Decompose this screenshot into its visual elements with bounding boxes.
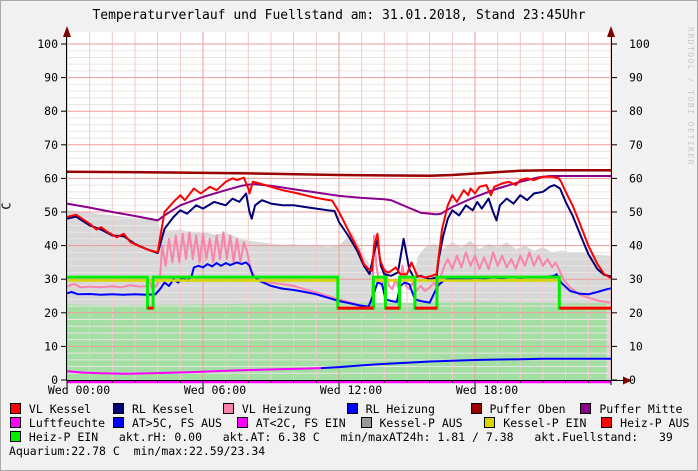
legend-row: Luftfeuchte AT>5C, FS AUS AT<2C, FS EIN … (9, 416, 697, 430)
chart-canvas: 0 0 10 10 20 20 30 30 40 40 50 50 60 60 70 70 80 80 90 90 10… (37, 26, 650, 397)
y-tick-label-right: 10 (629, 339, 643, 353)
legend-row: Aquarium:22.78 C min/max:22.59/23.34 (9, 444, 697, 458)
x-tick-label: Wed 06:00 (184, 383, 246, 397)
legend-swatch (10, 417, 21, 428)
legend-row: Heiz-P EIN akt.rH: 0.00 akt.AT: 6.38 C m… (9, 430, 697, 444)
y-tick-label-right: 40 (629, 239, 643, 253)
legend-swatch (484, 417, 496, 428)
legend-label: AT>5C, FS AUS (125, 416, 236, 430)
y-tick-label-left: 40 (44, 239, 58, 253)
legend-swatch (360, 417, 372, 428)
legend-label: Puffer Oben (482, 402, 580, 416)
legend-label: VL Kessel (22, 402, 113, 416)
legend-swatch (470, 403, 482, 414)
legend-label: AT<2C, FS EIN (248, 416, 360, 430)
y-tick-label-right: 20 (629, 306, 643, 320)
rrdtool-watermark: RRDTOOL / TOBI OETIKER (686, 27, 695, 166)
legend-label: Puffer Mitte (592, 402, 683, 416)
legend-swatch (346, 403, 358, 414)
legend-swatch (10, 431, 21, 442)
y-tick-label-right: 60 (629, 171, 643, 185)
legend-swatch (222, 403, 234, 414)
y-tick-label-left: 20 (44, 306, 58, 320)
series-at-fs-ein (66, 367, 321, 375)
legend-swatch (113, 417, 125, 428)
y-tick-label-left: 70 (44, 138, 58, 152)
y-tick-label-left: 10 (44, 339, 58, 353)
x-tick-label: Wed 00:00 (48, 383, 110, 397)
legend-row: VL Kessel RL Kessel VL Heizung RL Heizun… (9, 402, 697, 416)
series-at-fs-aus (320, 357, 611, 370)
legend-label: Kessel-P EIN (496, 416, 601, 430)
y-tick-label-right: 50 (629, 205, 643, 219)
series-vl-kessel (66, 175, 612, 280)
legend-label: RL Heizung (358, 402, 470, 416)
y-tick-label-left: 0 (51, 373, 58, 387)
y-tick-label-right: 80 (629, 104, 643, 118)
area-aquarium-area (67, 302, 607, 380)
y-tick-label-left: 90 (44, 71, 58, 85)
legend-swatch (580, 403, 592, 414)
axis-frame (61, 26, 632, 385)
legend-label: Heiz-P EIN akt.rH: 0.00 akt.AT: 6.38 C m… (22, 430, 673, 444)
series-puffer-oben (66, 169, 611, 177)
x-tick-label: Wed 18:00 (456, 383, 518, 397)
chart-title: Temperaturverlauf und Fuellstand am: 31.… (92, 8, 586, 23)
legend-swatch (236, 417, 248, 428)
y-tick-label-right: 100 (629, 37, 650, 51)
arrow-right-x (623, 376, 632, 385)
y-tick-label-right: 70 (629, 138, 643, 152)
legend-swatch (601, 417, 613, 428)
legend-swatch (10, 403, 21, 414)
y-tick-label-right: 90 (629, 71, 643, 85)
series-puffer-mitte (66, 175, 611, 222)
state-heiz-p-ein (67, 275, 611, 310)
y-tick-label-left: 60 (44, 171, 58, 185)
legend-label: Heiz-P AUS (613, 416, 690, 430)
y-tick-label-left: 80 (44, 104, 58, 118)
y-tick-label-left: 50 (44, 205, 58, 219)
legend-swatch (113, 403, 125, 414)
legend-label: Luftfeuchte (22, 416, 113, 430)
x-tick-label: Wed 12:00 (320, 383, 382, 397)
legend-label: Kessel-P AUS (372, 416, 484, 430)
legend-label: VL Heizung (234, 402, 346, 416)
y-tick-label-right: 0 (629, 373, 636, 387)
legend-label: RL Kessel (125, 402, 222, 416)
chart-legend: VL Kessel RL Kessel VL Heizung RL Heizun… (9, 402, 697, 458)
arrow-up-left (63, 26, 71, 37)
legend-label: Aquarium:22.78 C min/max:22.59/23.34 (9, 444, 266, 458)
y-tick-label-left: 100 (37, 37, 58, 51)
arrow-up-right (607, 26, 615, 37)
axis-labels: 0 0 10 10 20 20 30 30 40 40 50 50 60 60 70 70 80 80 90 90 10… (37, 37, 650, 397)
y-tick-label-left: 30 (44, 272, 58, 286)
y-tick-label-right: 30 (629, 272, 643, 286)
